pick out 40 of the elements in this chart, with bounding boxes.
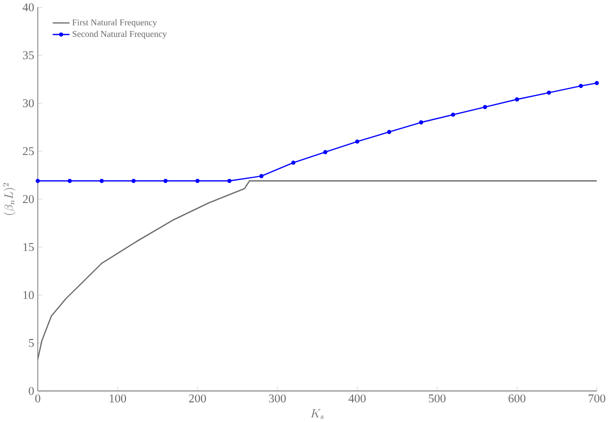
point bbox=[594, 80, 599, 85]
x-tick-label: 400 bbox=[348, 394, 366, 402]
y-tick-label: 40 bbox=[22, 3, 34, 12]
y-tick-label: 5 bbox=[29, 338, 34, 347]
x-tick-label: 500 bbox=[428, 394, 446, 402]
point bbox=[132, 178, 136, 183]
x-tick-label: 200 bbox=[189, 394, 206, 402]
point bbox=[227, 178, 232, 183]
x-tick-label: 700 bbox=[588, 394, 606, 402]
point bbox=[387, 130, 392, 134]
y-tick-label: 25 bbox=[22, 146, 34, 155]
point bbox=[546, 90, 551, 95]
point bbox=[259, 174, 264, 178]
legend-label: First Natural Frequency bbox=[72, 18, 157, 28]
point bbox=[355, 139, 360, 144]
point bbox=[163, 178, 168, 183]
point bbox=[482, 104, 488, 109]
x-tick-label: 100 bbox=[110, 394, 126, 402]
point bbox=[195, 178, 200, 183]
point bbox=[450, 112, 456, 117]
x-axis-title: $K_s$ bbox=[310, 409, 324, 419]
point bbox=[291, 160, 296, 165]
point bbox=[578, 84, 583, 88]
y-tick-label: 0 bbox=[28, 386, 34, 395]
legend-label: Second Natural Frequency bbox=[72, 30, 167, 39]
y-tick-label: 30 bbox=[22, 99, 34, 108]
point bbox=[323, 150, 328, 154]
point bbox=[419, 120, 424, 124]
y-tick-label: 35 bbox=[22, 51, 34, 60]
x-tick-label: 600 bbox=[508, 394, 526, 402]
x-tick-label: 0 bbox=[35, 394, 40, 402]
point bbox=[100, 178, 104, 183]
y-tick-label: 10 bbox=[23, 290, 34, 299]
point bbox=[68, 178, 72, 183]
point bbox=[36, 178, 40, 183]
y-tick-label: 15 bbox=[23, 242, 34, 251]
y-tick-label: 20 bbox=[22, 194, 34, 203]
x-tick-label: 300 bbox=[269, 394, 286, 402]
point bbox=[514, 97, 520, 102]
y-axis-title: $(\beta_n L)^2$ bbox=[3, 182, 16, 215]
